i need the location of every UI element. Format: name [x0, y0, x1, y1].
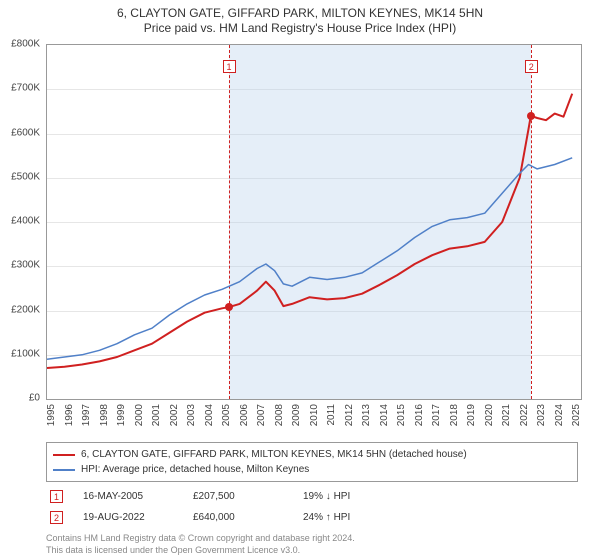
- x-tick-label: 2018: [449, 404, 460, 426]
- marker-icon: 1: [223, 60, 236, 73]
- marker-icon: 2: [525, 60, 538, 73]
- legend-label: 6, CLAYTON GATE, GIFFARD PARK, MILTON KE…: [81, 447, 467, 462]
- x-tick-label: 2017: [431, 404, 442, 426]
- x-tick-label: 1997: [81, 404, 92, 426]
- x-tick-label: 2011: [326, 404, 337, 426]
- x-tick-label: 2002: [169, 404, 180, 426]
- x-tick-label: 2007: [256, 404, 267, 426]
- series-line-hpi: [47, 158, 572, 359]
- x-tick-label: 2016: [414, 404, 425, 426]
- x-tick-label: 2020: [484, 404, 495, 426]
- y-tick-label: £600K: [11, 127, 40, 138]
- sale-dot: [527, 112, 535, 120]
- annotation-price: £640,000: [193, 512, 283, 523]
- x-tick-label: 2013: [361, 404, 372, 426]
- x-tick-label: 2003: [186, 404, 197, 426]
- x-tick-label: 2014: [379, 404, 390, 426]
- y-tick-label: £0: [29, 393, 40, 404]
- annotation-row: 2 19-AUG-2022 £640,000 24% ↑ HPI: [46, 507, 578, 528]
- legend-swatch: [53, 454, 75, 456]
- y-tick-label: £400K: [11, 216, 40, 227]
- legend-box: 6, CLAYTON GATE, GIFFARD PARK, MILTON KE…: [46, 442, 578, 482]
- x-tick-label: 1999: [116, 404, 127, 426]
- x-tick-label: 2015: [396, 404, 407, 426]
- x-tick-label: 2008: [274, 404, 285, 426]
- annotation-date: 19-AUG-2022: [83, 512, 173, 523]
- legend-swatch: [53, 469, 75, 471]
- annotation-date: 16-MAY-2005: [83, 491, 173, 502]
- x-tick-label: 2004: [204, 404, 215, 426]
- x-tick-label: 2005: [221, 404, 232, 426]
- x-axis: 1995 1996 1997 1998 1999 2000 2001 2002 2003 2004…: [46, 400, 580, 440]
- price-chart-page: 6, CLAYTON GATE, GIFFARD PARK, MILTON KE…: [0, 0, 600, 560]
- legend-item: 6, CLAYTON GATE, GIFFARD PARK, MILTON KE…: [53, 447, 571, 462]
- x-tick-label: 2019: [466, 404, 477, 426]
- footer-text: Contains HM Land Registry data © Crown c…: [46, 532, 578, 556]
- plot-canvas: [47, 45, 581, 399]
- sale-dot: [225, 303, 233, 311]
- y-tick-label: £100K: [11, 348, 40, 359]
- x-tick-label: 2012: [344, 404, 355, 426]
- x-tick-label: 1995: [46, 404, 57, 426]
- annotation-row: 1 16-MAY-2005 £207,500 19% ↓ HPI: [46, 486, 578, 507]
- chart-title: 6, CLAYTON GATE, GIFFARD PARK, MILTON KE…: [0, 0, 600, 36]
- y-axis: £0£100K£200K£300K£400K£500K£600K£700K£80…: [0, 44, 44, 398]
- x-tick-label: 2023: [536, 404, 547, 426]
- x-tick-label: 2010: [309, 404, 320, 426]
- annotation-price: £207,500: [193, 491, 283, 502]
- x-tick-label: 2021: [501, 404, 512, 426]
- footer-line2: This data is licensed under the Open Gov…: [46, 544, 578, 556]
- annotation-table: 1 16-MAY-2005 £207,500 19% ↓ HPI 2 19-AU…: [46, 486, 578, 528]
- x-tick-label: 2001: [151, 404, 162, 426]
- annotation-delta: 19% ↓ HPI: [303, 491, 393, 502]
- y-tick-label: £500K: [11, 171, 40, 182]
- x-tick-label: 2022: [519, 404, 530, 426]
- x-tick-label: 2009: [291, 404, 302, 426]
- x-tick-label: 1998: [99, 404, 110, 426]
- x-tick-label: 2025: [571, 404, 582, 426]
- y-tick-label: £800K: [11, 39, 40, 50]
- marker-icon: 2: [50, 511, 63, 524]
- x-tick-label: 2000: [134, 404, 145, 426]
- annotation-delta: 24% ↑ HPI: [303, 512, 393, 523]
- legend-label: HPI: Average price, detached house, Milt…: [81, 462, 309, 477]
- series-line-property: [47, 94, 572, 368]
- y-tick-label: £300K: [11, 260, 40, 271]
- y-tick-label: £200K: [11, 304, 40, 315]
- title-line2: Price paid vs. HM Land Registry's House …: [0, 21, 600, 36]
- x-tick-label: 1996: [64, 404, 75, 426]
- y-tick-label: £700K: [11, 83, 40, 94]
- footer-line1: Contains HM Land Registry data © Crown c…: [46, 532, 578, 544]
- marker-icon: 1: [50, 490, 63, 503]
- legend-item: HPI: Average price, detached house, Milt…: [53, 462, 571, 477]
- x-tick-label: 2024: [554, 404, 565, 426]
- x-tick-label: 2006: [239, 404, 250, 426]
- title-line1: 6, CLAYTON GATE, GIFFARD PARK, MILTON KE…: [0, 6, 600, 21]
- chart-area: 12: [46, 44, 582, 400]
